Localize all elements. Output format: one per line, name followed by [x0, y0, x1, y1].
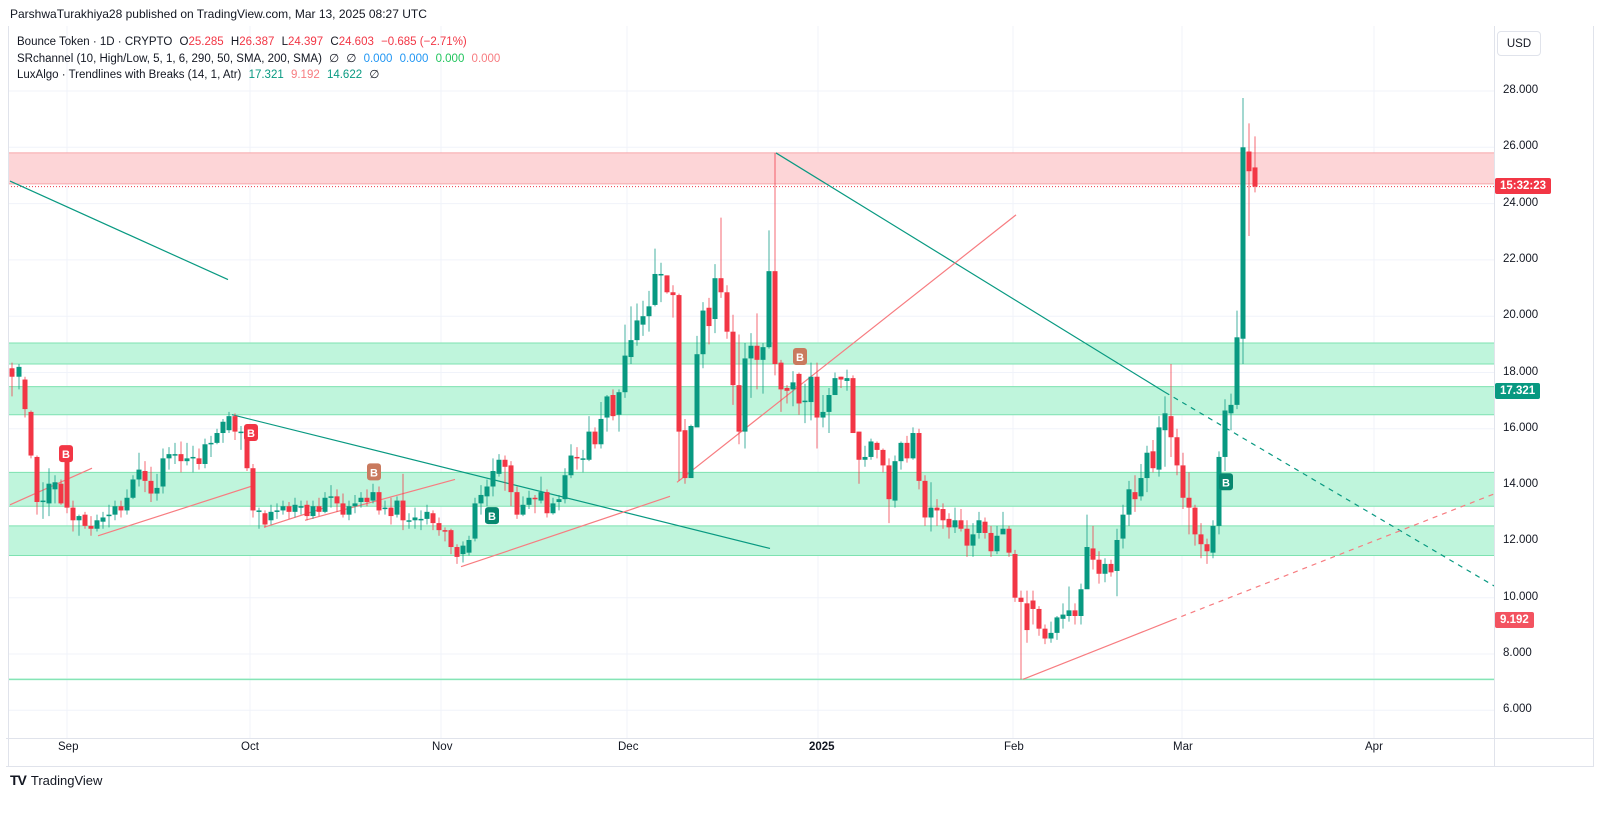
luxalgo-value-1: 17.321	[248, 69, 284, 81]
luxalgo-value-2: 9.192	[290, 69, 320, 81]
luxalgo-title: LuxAlgo · Trendlines with Breaks (14, 1,…	[17, 69, 242, 81]
upper-trendline-value-tag: 17.321	[1495, 383, 1541, 399]
srchannel-null-2: ∅	[346, 52, 357, 65]
ohlc-open-label: O	[179, 36, 189, 48]
chart-legend: Bounce Token · 1D · CRYPTO O25.285 H26.3…	[17, 34, 500, 84]
current-price-countdown-tag: 15:32:23	[1495, 178, 1552, 194]
time-tick-label: Mar	[1173, 741, 1193, 753]
time-tick-label: Apr	[1365, 741, 1383, 753]
footer-branding[interactable]: TV TradingView	[10, 772, 102, 788]
tradingview-logo-icon: TV	[10, 772, 27, 788]
svg-text:B: B	[62, 449, 70, 461]
svg-text:B: B	[247, 428, 255, 440]
time-tick-label: Dec	[618, 741, 639, 753]
luxalgo-value-3: 14.622	[326, 69, 363, 81]
price-tick-label: 18.000	[1503, 365, 1539, 378]
price-tick-label: 10.000	[1503, 590, 1539, 603]
ohlc-low: 24.397	[287, 36, 324, 48]
ohlc-close: 24.603	[338, 36, 374, 48]
luxalgo-null-1: ∅	[369, 69, 380, 81]
legend-srchannel-row[interactable]: SRchannel (10, High/Low, 5, 1, 6, 290, 5…	[17, 51, 500, 68]
price-tick-label: 14.000	[1503, 478, 1539, 491]
time-tick-label: Sep	[58, 741, 79, 753]
ohlc-close-label: C	[330, 36, 339, 48]
srchannel-value-2: 0.000	[399, 52, 429, 65]
lower-trendline-value-tag: 9.192	[1495, 612, 1534, 628]
srchannel-value-4: 0.000	[471, 52, 501, 65]
price-tick-label: 12.000	[1503, 534, 1539, 547]
srchannel-title: SRchannel (10, High/Low, 5, 1, 6, 290, 5…	[17, 52, 322, 65]
srchannel-value-1: 0.000	[363, 52, 393, 65]
srchannel-value-3: 0.000	[435, 52, 465, 65]
ohlc-open: 25.285	[188, 36, 224, 48]
symbol-title: Bounce Token · 1D · CRYPTO	[17, 36, 173, 48]
price-tick-label: 24.000	[1503, 196, 1539, 209]
ohlc-low-label: L	[281, 36, 288, 48]
price-tick-label: 22.000	[1503, 252, 1539, 265]
time-tick-label: 2025	[809, 741, 835, 753]
ohlc-high-label: H	[230, 36, 240, 48]
price-tick-label: 20.000	[1503, 309, 1539, 322]
time-tick-label: Oct	[241, 741, 259, 753]
price-tick-label: 28.000	[1503, 84, 1539, 96]
price-change: −0.685 (−2.71%)	[381, 36, 467, 48]
svg-text:B: B	[370, 467, 378, 479]
price-tick-label: 26.000	[1503, 140, 1539, 153]
svg-text:B: B	[488, 511, 496, 523]
publish-attribution: ParshwaTurakhiya28 published on TradingV…	[10, 7, 427, 21]
srchannel-null-1: ∅	[329, 52, 340, 65]
ohlc-high: 26.387	[239, 36, 275, 48]
svg-text:B: B	[796, 352, 804, 364]
time-tick-label: Nov	[432, 741, 453, 753]
price-tick-label: 6.000	[1503, 703, 1532, 716]
legend-luxalgo-row[interactable]: LuxAlgo · Trendlines with Breaks (14, 1,…	[17, 67, 500, 84]
price-tick-label: 16.000	[1503, 421, 1539, 434]
time-tick-label: Feb	[1004, 741, 1024, 753]
currency-button[interactable]: USD	[1497, 31, 1541, 56]
price-tick-label: 8.000	[1503, 647, 1532, 659]
tradingview-brand: TradingView	[30, 772, 103, 788]
legend-symbol-row[interactable]: Bounce Token · 1D · CRYPTO O25.285 H26.3…	[17, 34, 500, 51]
svg-text:B: B	[1222, 477, 1230, 489]
